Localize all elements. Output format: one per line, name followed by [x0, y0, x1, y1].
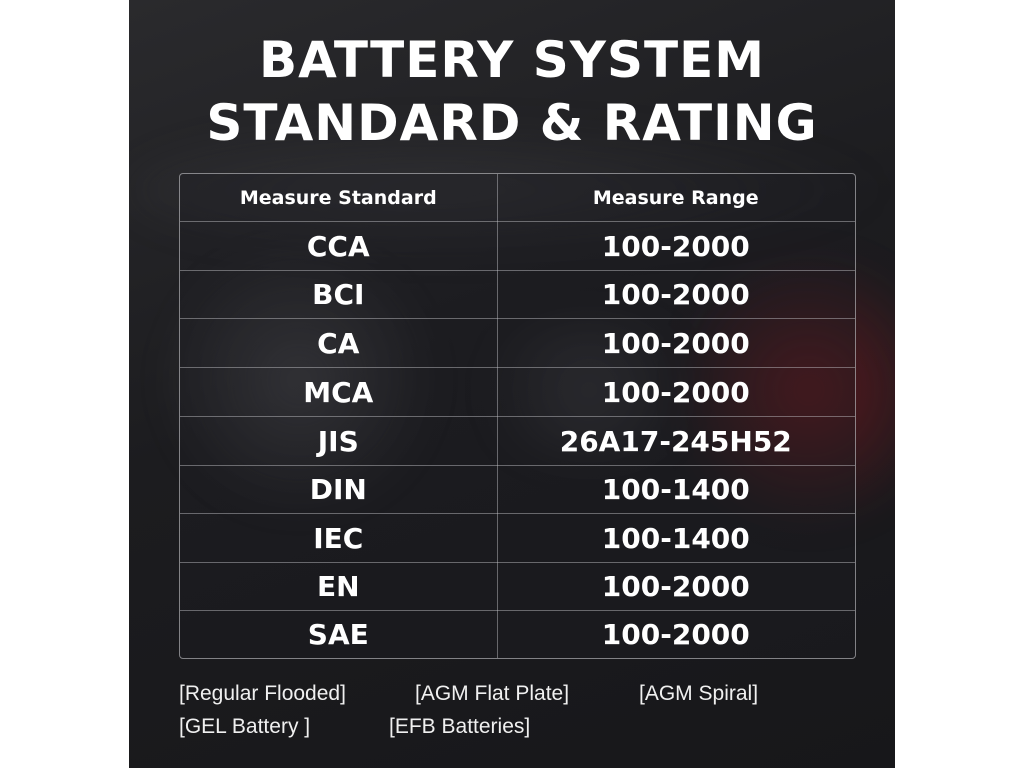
- standards-table: Measure Standard Measure Range CCA 100-2…: [179, 173, 856, 659]
- range-cell: 100-1400: [601, 473, 750, 506]
- battery-standard-poster: BATTERY SYSTEM STANDARD & RATING Measure…: [129, 0, 895, 768]
- standard-cell: IEC: [313, 521, 364, 555]
- range-cell: 100-2000: [601, 278, 750, 311]
- standard-cell: BCI: [312, 278, 365, 311]
- table-row: IEC 100-1400: [180, 513, 855, 562]
- battery-type-agm-spiral: [AGM Spiral]: [639, 682, 759, 705]
- battery-type-gel: [GEL Battery ]: [179, 715, 311, 738]
- table-row: DIN 100-1400: [180, 465, 855, 513]
- range-cell: 100-2000: [601, 326, 750, 360]
- background-photo-hand: [149, 250, 449, 510]
- range-cell: 100-2000: [601, 229, 750, 263]
- table-header-row: Measure Standard Measure Range: [180, 174, 855, 221]
- standard-cell: SAE: [307, 618, 369, 651]
- range-cell: 100-2000: [601, 375, 750, 409]
- battery-type-regular-flooded: [Regular Flooded]: [179, 682, 346, 705]
- table-row: BCI 100-2000: [180, 270, 855, 318]
- column-divider: [497, 174, 498, 658]
- battery-type-efb: [EFB Batteries]: [389, 715, 531, 738]
- background-photo-red-cable: [689, 230, 895, 550]
- table-row: EN 100-2000: [180, 562, 855, 610]
- standard-cell: CA: [317, 326, 360, 360]
- standard-cell: CCA: [306, 229, 370, 263]
- range-cell: 100-2000: [601, 618, 750, 651]
- table-row: JIS 26A17-245H52: [180, 416, 855, 465]
- battery-type-agm-flat-plate: [AGM Flat Plate]: [415, 682, 570, 705]
- table-row: CA 100-2000: [180, 318, 855, 367]
- table-row: CCA 100-2000: [180, 221, 855, 270]
- page-title-line-2: STANDARD & RATING: [206, 94, 818, 152]
- standard-cell: JIS: [317, 424, 359, 458]
- column-header-standard: Measure Standard: [239, 186, 437, 209]
- page-title-line-1: BATTERY SYSTEM: [258, 31, 766, 89]
- standard-cell: EN: [316, 570, 360, 603]
- table-row: SAE 100-2000: [180, 610, 855, 658]
- standard-cell: DIN: [309, 473, 367, 506]
- range-cell: 26A17-245H52: [559, 424, 792, 458]
- background-photo-top: [129, 120, 895, 260]
- standard-cell: MCA: [303, 375, 374, 409]
- table-row: MCA 100-2000: [180, 367, 855, 416]
- range-cell: 100-1400: [601, 521, 750, 555]
- range-cell: 100-2000: [601, 570, 750, 603]
- column-header-range: Measure Range: [592, 186, 759, 209]
- background-photo-clamp: [459, 320, 719, 460]
